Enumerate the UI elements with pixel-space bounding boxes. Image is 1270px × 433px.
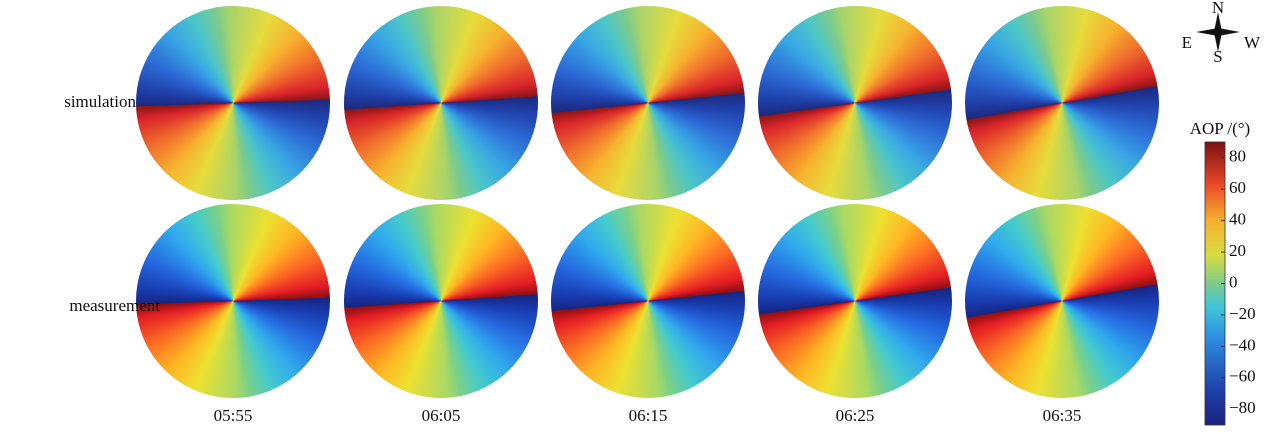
compass-w: W xyxy=(1244,33,1261,52)
row-label: simulation xyxy=(64,92,136,111)
colorbar-tick-label: −80 xyxy=(1229,398,1256,417)
row-label: measurement xyxy=(69,296,160,315)
colorbar-tick-label: 0 xyxy=(1229,272,1238,291)
compass-n: N xyxy=(1212,0,1224,17)
overlay: N S E W AOP /(°) simulation measurement 05… xyxy=(0,0,1270,433)
compass-e: E xyxy=(1182,33,1192,52)
column-label: 06:05 xyxy=(422,406,461,425)
compass-ew xyxy=(1196,28,1240,36)
figure: N S E W AOP /(°) simulation measurement 05… xyxy=(0,0,1270,433)
colorbar-tick-label: 60 xyxy=(1229,178,1246,197)
column-label: 05:55 xyxy=(214,406,253,425)
colorbar-tick-label: −20 xyxy=(1229,304,1256,323)
column-label: 06:15 xyxy=(629,406,668,425)
colorbar-tick-label: 80 xyxy=(1229,147,1246,166)
colorbar-title: AOP /(°) xyxy=(1190,119,1250,138)
column-label: 06:35 xyxy=(1043,406,1082,425)
column-label: 06:25 xyxy=(836,406,875,425)
colorbar-tick-label: −40 xyxy=(1229,335,1256,354)
compass: N S E W xyxy=(1182,0,1261,66)
colorbar-tick-label: 40 xyxy=(1229,210,1246,229)
compass-s: S xyxy=(1213,47,1222,66)
colorbar-tick-label: −60 xyxy=(1229,367,1256,386)
colorbar-tick-label: 20 xyxy=(1229,241,1246,260)
